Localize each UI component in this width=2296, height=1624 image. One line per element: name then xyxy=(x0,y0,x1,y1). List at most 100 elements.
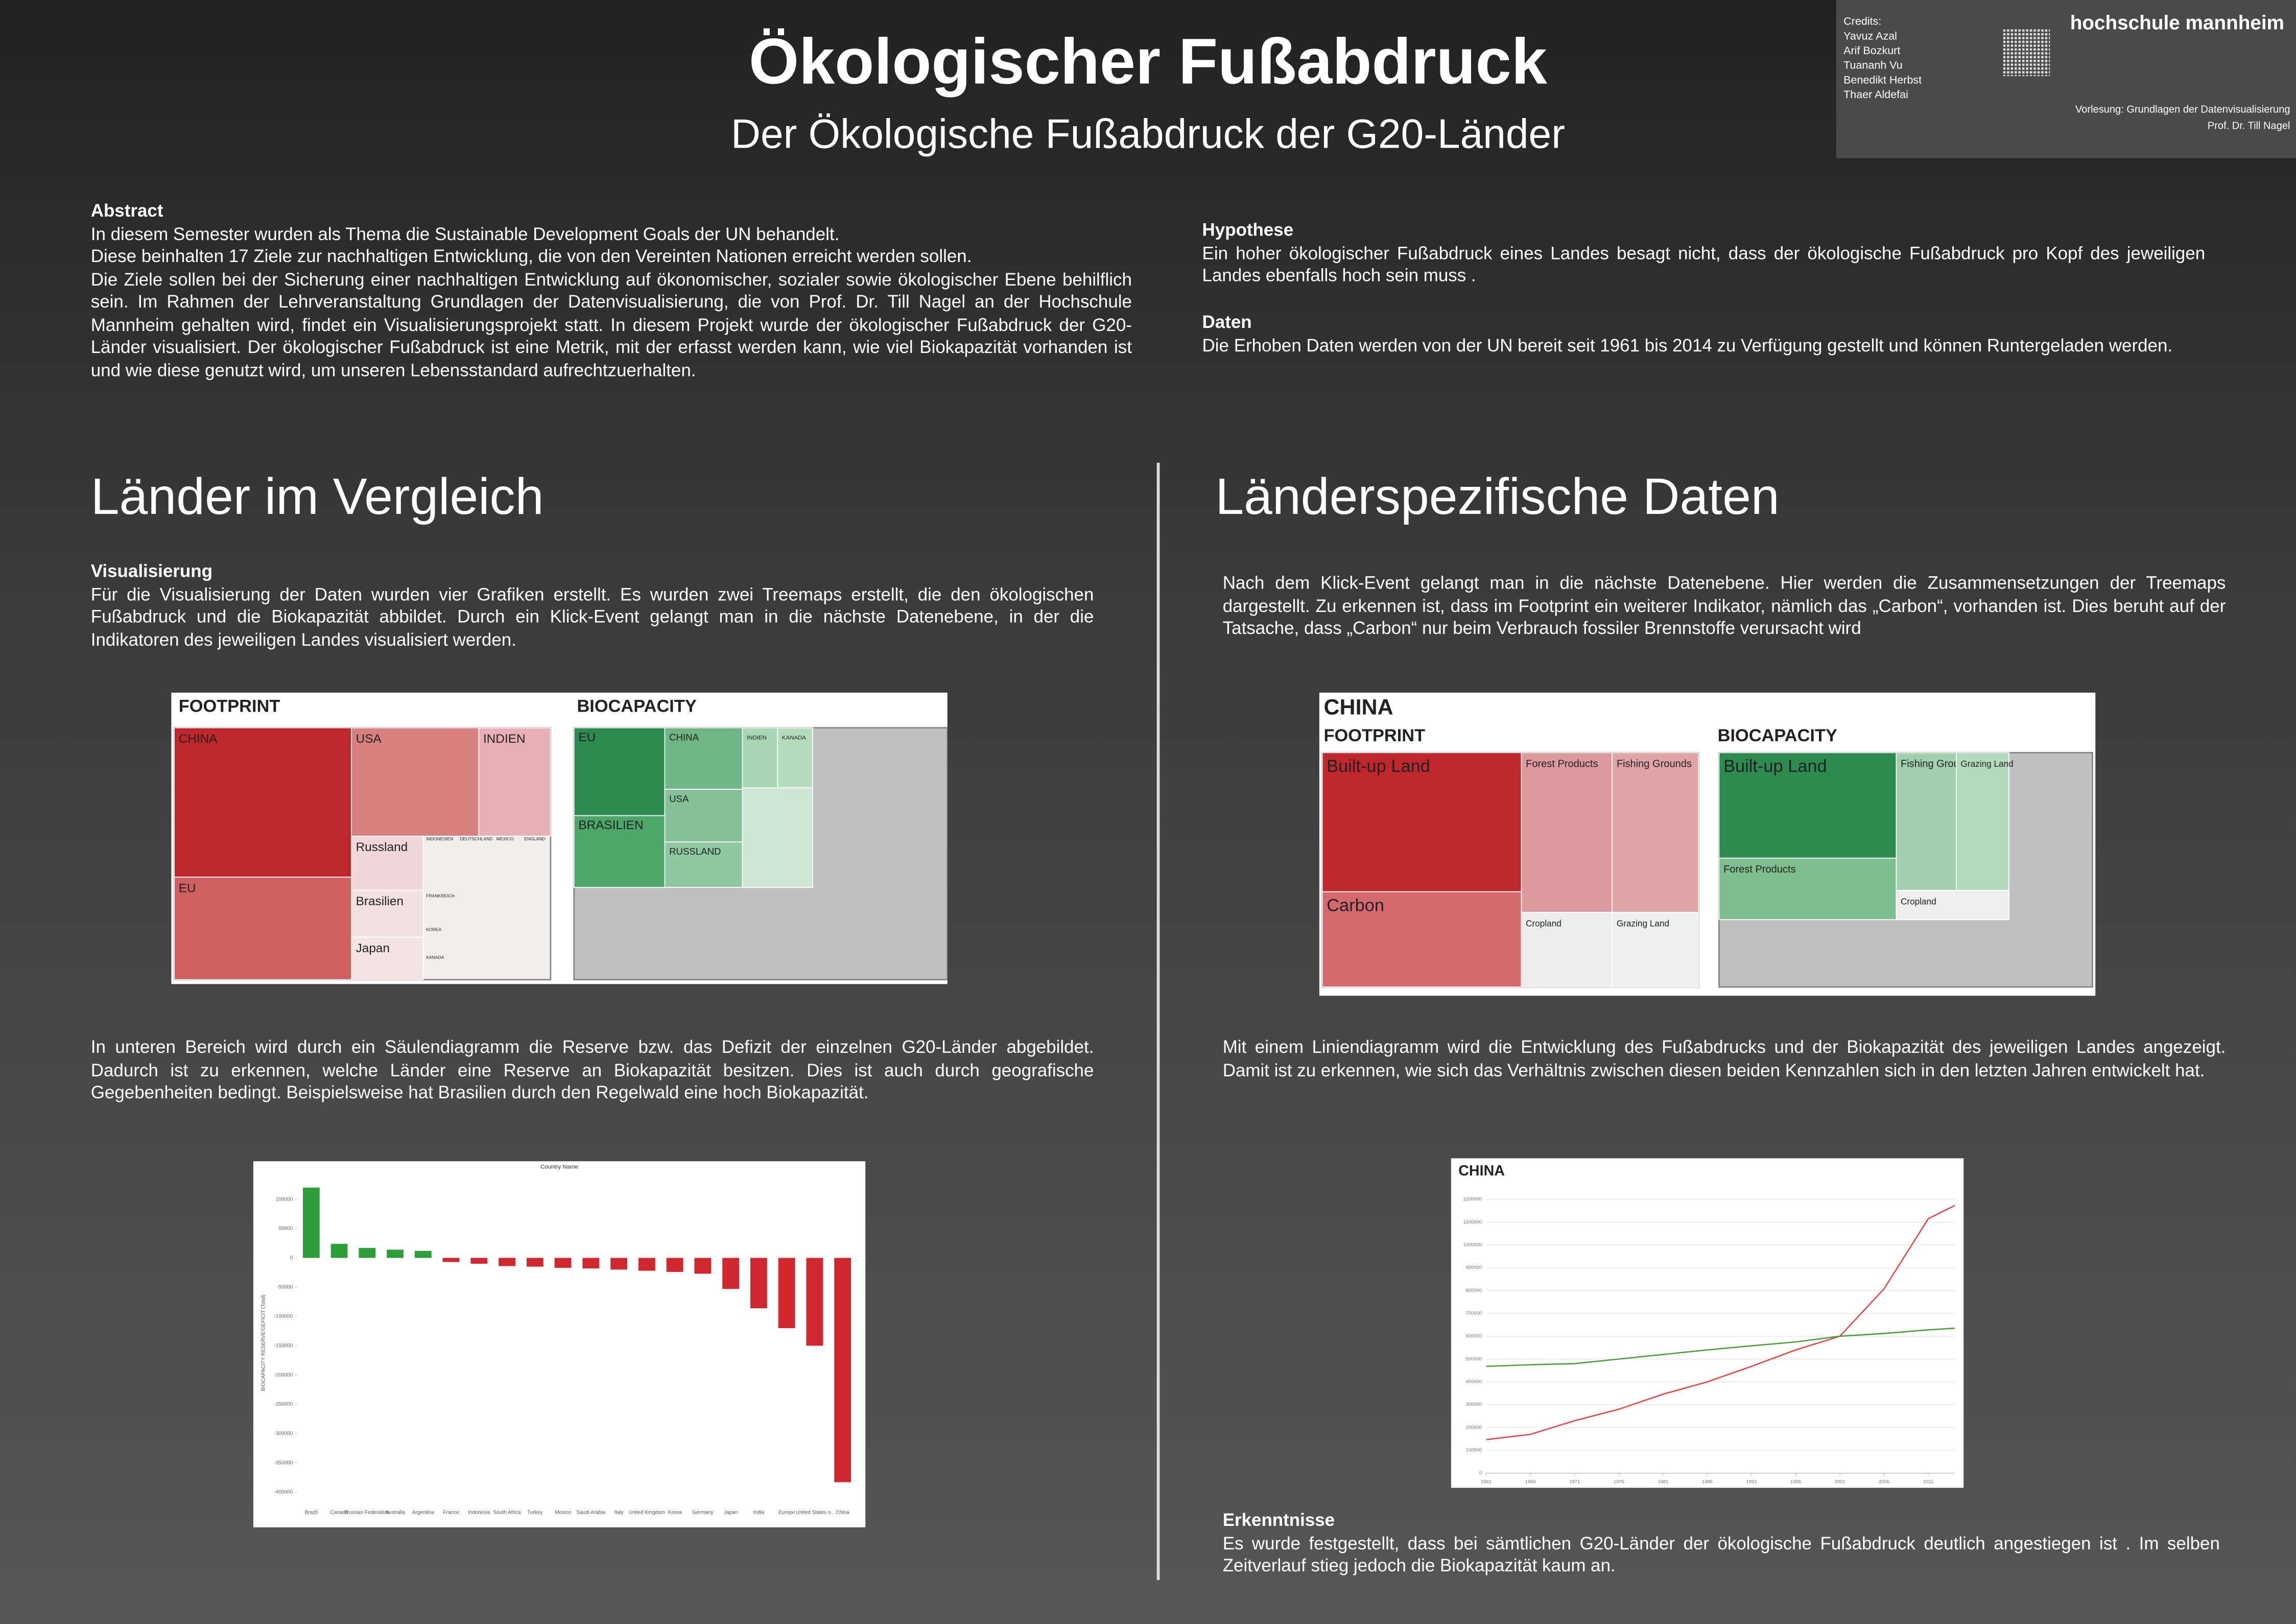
treemap-tile xyxy=(478,727,551,837)
x-tick-label: Japan xyxy=(724,1510,738,1516)
x-tick-label: Saudi Arabia xyxy=(576,1510,605,1516)
treemap-label: BIOCAPACITY xyxy=(577,697,696,716)
treemap-tile xyxy=(1321,752,1522,892)
credit: Benedikt Herbst xyxy=(1843,73,1922,87)
treemap-tile xyxy=(1896,889,2009,921)
bar xyxy=(442,1258,460,1262)
hypothese: Hypothese Ein hoher ökologischer Fußabdr… xyxy=(1202,220,2206,288)
treemap-label: Grazing Land xyxy=(1961,759,2014,769)
credits-label: Credits: xyxy=(1843,14,1882,28)
y-tick-label: 1100000 xyxy=(1463,1219,1482,1225)
x-tick-label: China xyxy=(836,1510,850,1516)
treemap-label: Forest Products xyxy=(1526,759,1598,770)
treemap-tile xyxy=(1896,752,1957,891)
bar xyxy=(554,1258,572,1268)
result-heading: Erkenntnisse xyxy=(1222,1510,1335,1531)
hypothese-heading: Hypothese xyxy=(1202,219,1294,241)
y-tick-label: -50000 xyxy=(277,1284,293,1290)
x-tick-label: 1996 xyxy=(1790,1479,1801,1485)
y-tick-label: 800000 xyxy=(1466,1288,1482,1293)
y-tick-label: 0 xyxy=(1479,1470,1482,1476)
x-tick-label: Germany xyxy=(692,1510,713,1516)
abstract-heading: Abstract xyxy=(90,200,163,221)
y-tick-label: -400000 xyxy=(274,1490,293,1495)
visualisierung: Visualisierung Für die Visualisierung de… xyxy=(91,561,1094,652)
treemap-label: Built-up Land xyxy=(1327,757,1430,776)
treemap-tile xyxy=(664,841,743,888)
treemap-label: CHINA xyxy=(669,732,699,743)
bar xyxy=(470,1258,488,1264)
bar xyxy=(722,1258,740,1289)
treemap-tile xyxy=(174,877,352,980)
x-tick-label: 1986 xyxy=(1702,1479,1713,1485)
bar xyxy=(387,1250,404,1258)
treemap-tile xyxy=(742,787,813,888)
bar xyxy=(414,1251,432,1258)
daten-text: Die Erhoben Daten werden von der UN bere… xyxy=(1202,334,2173,356)
treemap-label: Brasilien xyxy=(356,895,404,908)
treemap-label: KOREA xyxy=(426,927,441,932)
x-tick-label: Australia xyxy=(385,1510,405,1516)
treemap-label: MEXICO xyxy=(496,836,514,841)
treemap-tile xyxy=(1521,911,1613,987)
y-tick-label: 100000 xyxy=(276,1196,293,1202)
x-tick-label: 1991 xyxy=(1746,1479,1757,1485)
x-tick-label: 1966 xyxy=(1525,1479,1536,1485)
treemap-text: Nach dem Klick-Event gelangt man in die … xyxy=(1222,572,2226,639)
x-tick-label: Italy xyxy=(614,1510,623,1516)
treemap-label: KANADA xyxy=(426,955,444,960)
bar xyxy=(330,1243,348,1258)
treemap-tile xyxy=(742,727,778,789)
credit: Thaer Aldefai xyxy=(1843,87,1908,101)
x-tick-label: France xyxy=(443,1510,460,1516)
subtitle: Der Ökologische Fußabdruck der G20-Lände… xyxy=(731,111,1565,157)
y-tick-label: 200000 xyxy=(1466,1425,1482,1430)
bar xyxy=(666,1258,683,1272)
y-tick-label: -250000 xyxy=(274,1402,293,1407)
bar xyxy=(806,1258,823,1346)
treemap-tile xyxy=(1612,911,1699,987)
y-tick-label: -300000 xyxy=(274,1431,293,1437)
bar xyxy=(610,1258,628,1270)
treemap-label: Carbon xyxy=(1327,896,1384,915)
bar xyxy=(834,1258,851,1482)
treemap-tile xyxy=(664,727,743,790)
x-tick-label: United Kingdom xyxy=(629,1510,665,1516)
bar xyxy=(778,1258,795,1328)
treemap-tile xyxy=(1718,857,1897,921)
treemap-label: RUSSLAND xyxy=(669,846,721,857)
x-tick-label: Brazil xyxy=(305,1510,318,1516)
bar xyxy=(694,1258,712,1274)
logo-icon xyxy=(2003,29,2050,77)
erkenntnisse: Erkenntnisse Es wurde festgestellt, dass… xyxy=(1223,1510,2220,1578)
credits: Credits: Yavuz Azal Arif Bozkurt Tuananh… xyxy=(1843,15,1922,103)
treemap-tile xyxy=(573,815,666,888)
y-tick-label: 700000 xyxy=(1466,1311,1482,1316)
treemap-label: EU xyxy=(179,881,196,895)
treemap-label: KANADA xyxy=(782,735,806,741)
treemap-label: FRANKREICH xyxy=(426,893,455,899)
treemap-label: BRASILIEN xyxy=(578,818,643,832)
y-tick-label: 900000 xyxy=(1466,1265,1482,1270)
bar-text: In unteren Bereich wird durch ein Säulen… xyxy=(90,1037,1094,1103)
y-tick-label: 100000 xyxy=(1466,1448,1482,1453)
bar xyxy=(526,1258,543,1267)
bar xyxy=(302,1187,320,1258)
vis-heading: Visualisierung xyxy=(90,560,212,582)
credit: Yavuz Azal xyxy=(1843,29,1897,43)
treemap-tile xyxy=(664,789,743,843)
section-heading: Länderspezifische Daten xyxy=(1215,468,1780,526)
x-tick-label: Canada xyxy=(330,1510,349,1516)
treemap-tile xyxy=(777,727,813,789)
treemap-overview: FOOTPRINT BIOCAPACITY CHINA USA INDIEN EU Russ… xyxy=(171,692,948,984)
treemap-label: Forest Products xyxy=(1723,864,1796,875)
treemap-label: BIOCAPACITY xyxy=(1718,726,1837,745)
lecture-name: Vorlesung: Grundlagen der Datenvisualisi… xyxy=(2075,105,2290,116)
treemap-tile xyxy=(1956,752,2009,891)
treemap-tile xyxy=(351,936,424,980)
x-tick-label: Mexico xyxy=(555,1510,571,1516)
section-heading: Länder im Vergleich xyxy=(90,468,544,526)
line-series xyxy=(1486,1205,1955,1441)
treemap-label: DEUTSCHLAND xyxy=(460,836,492,841)
treemap-label: EU xyxy=(578,731,596,744)
